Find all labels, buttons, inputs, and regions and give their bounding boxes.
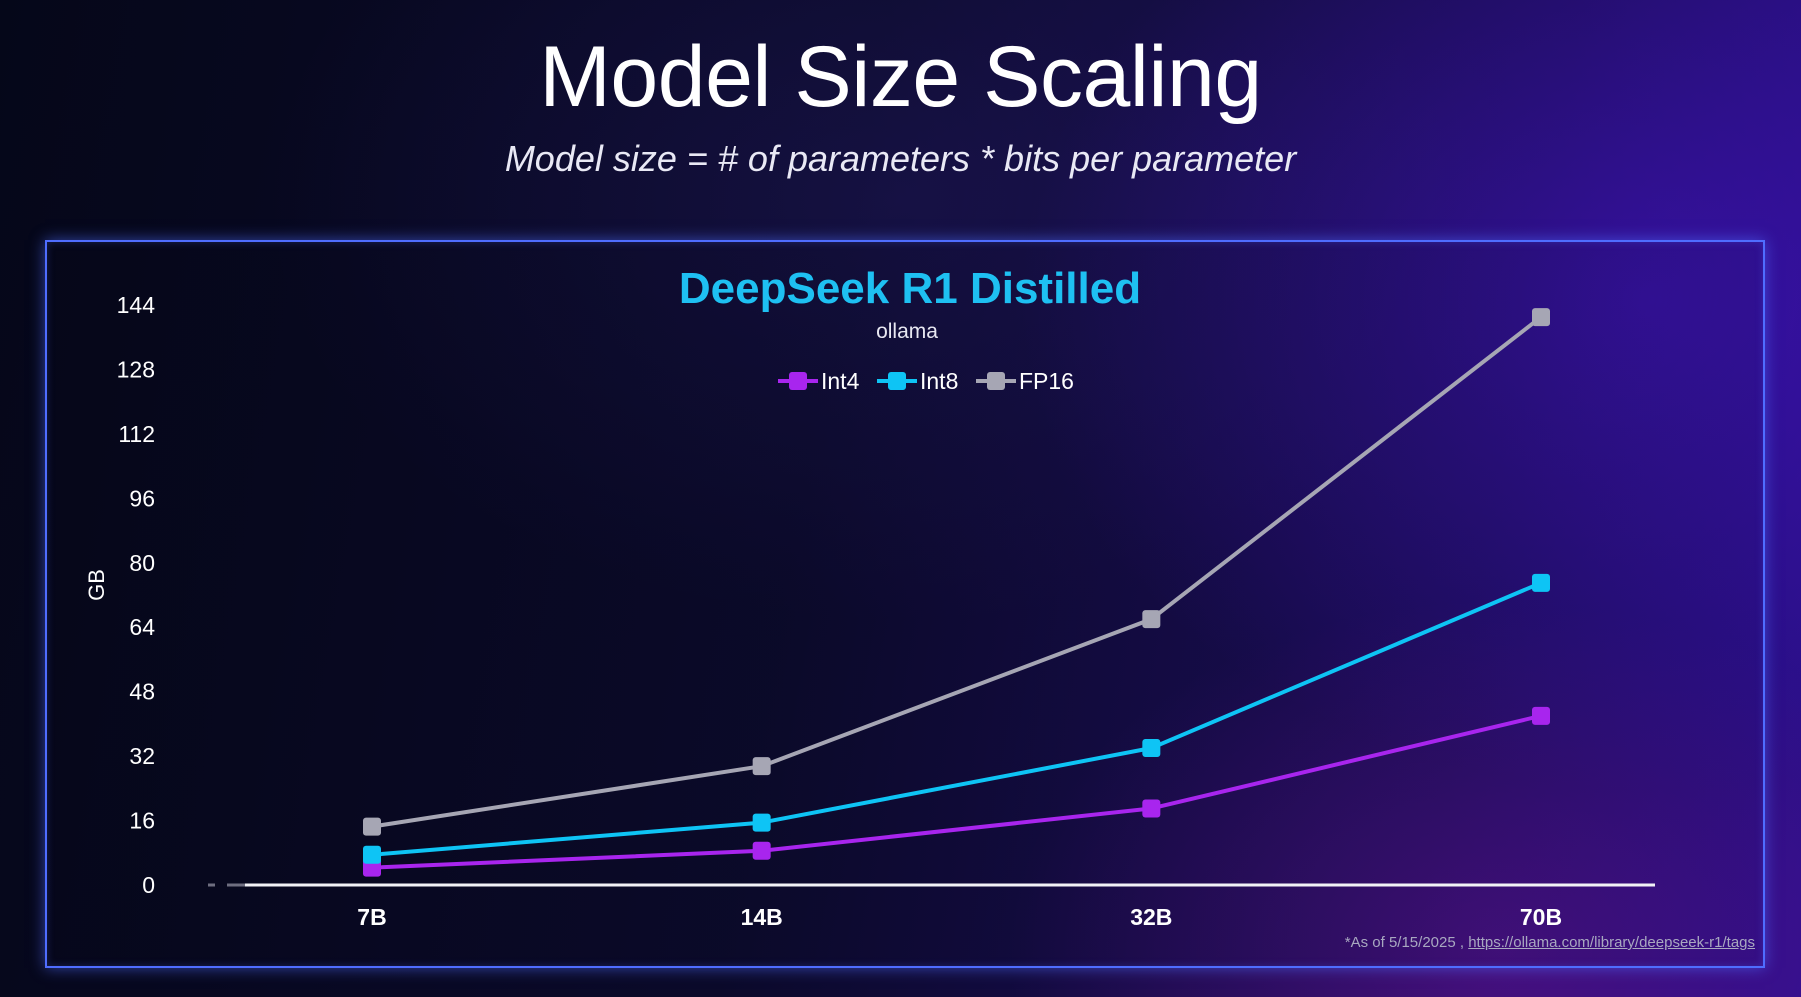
- y-axis-label: GB: [84, 569, 109, 601]
- footnote-link[interactable]: https://ollama.com/library/deepseek-r1/t…: [1468, 934, 1755, 951]
- legend-marker-int4: [789, 372, 807, 390]
- chart-subtitle: ollama: [876, 320, 938, 343]
- chart-frame: [45, 240, 1765, 968]
- legend-label-int4: Int4: [821, 368, 860, 394]
- x-tick-label: 32B: [1130, 904, 1172, 930]
- series-line-int4: [370, 713, 1543, 870]
- y-tick-label: 112: [118, 421, 155, 447]
- x-tick-label: 7B: [357, 904, 386, 930]
- series-group: [363, 308, 1550, 877]
- y-tick-label: 128: [117, 356, 155, 382]
- footnote: *As of 5/15/2025 , https://ollama.com/li…: [1345, 934, 1755, 951]
- y-tick-label: 80: [129, 550, 155, 576]
- legend-marker-fp16: [987, 372, 1005, 390]
- data-point-fp16: [1142, 610, 1161, 629]
- data-point-int8: [752, 813, 771, 832]
- slide-subtitle: Model size = # of parameters * bits per …: [504, 138, 1297, 179]
- y-tick-label: 0: [142, 872, 155, 898]
- legend-item-int4: Int4: [778, 368, 860, 394]
- data-point-int4: [752, 841, 771, 860]
- y-tick-label: 32: [129, 743, 155, 769]
- data-point-fp16: [1532, 308, 1550, 327]
- y-tick-label: 64: [129, 614, 155, 640]
- x-tick-label: 14B: [741, 904, 783, 930]
- legend-marker-int8: [888, 372, 906, 390]
- data-point-int8: [363, 845, 381, 864]
- legend-label-fp16: FP16: [1019, 368, 1074, 394]
- series-fp16: [363, 308, 1550, 836]
- data-point-fp16: [363, 817, 381, 836]
- data-point-int8: [1532, 573, 1550, 592]
- y-axis-ticks: 0 16 32 48 64 80 96 112 128 144: [117, 292, 156, 898]
- data-point-int4: [1142, 799, 1161, 818]
- series-int4: [363, 706, 1550, 877]
- series-int8: [363, 573, 1550, 864]
- chart-title: DeepSeek R1 Distilled: [679, 264, 1141, 313]
- series-line-int8: [370, 580, 1543, 857]
- series-line-fp16: [370, 315, 1543, 829]
- y-tick-label: 144: [117, 292, 156, 318]
- x-axis-ticks: 7B 14B 32B 70B: [357, 904, 1562, 930]
- y-tick-label: 16: [129, 808, 155, 834]
- legend: Int4 Int8 FP16: [778, 368, 1074, 394]
- y-tick-label: 96: [129, 485, 155, 511]
- slide-title: Model Size Scaling: [539, 29, 1262, 125]
- data-point-int8: [1142, 739, 1161, 758]
- x-tick-label: 70B: [1520, 904, 1562, 930]
- data-point-int4: [1532, 706, 1550, 725]
- legend-item-int8: Int8: [877, 368, 958, 394]
- legend-label-int8: Int8: [920, 368, 958, 394]
- data-point-fp16: [752, 757, 771, 776]
- footnote-date: *As of 5/15/2025 ,: [1344, 934, 1465, 951]
- legend-item-fp16: FP16: [976, 368, 1074, 394]
- y-tick-label: 48: [129, 679, 155, 705]
